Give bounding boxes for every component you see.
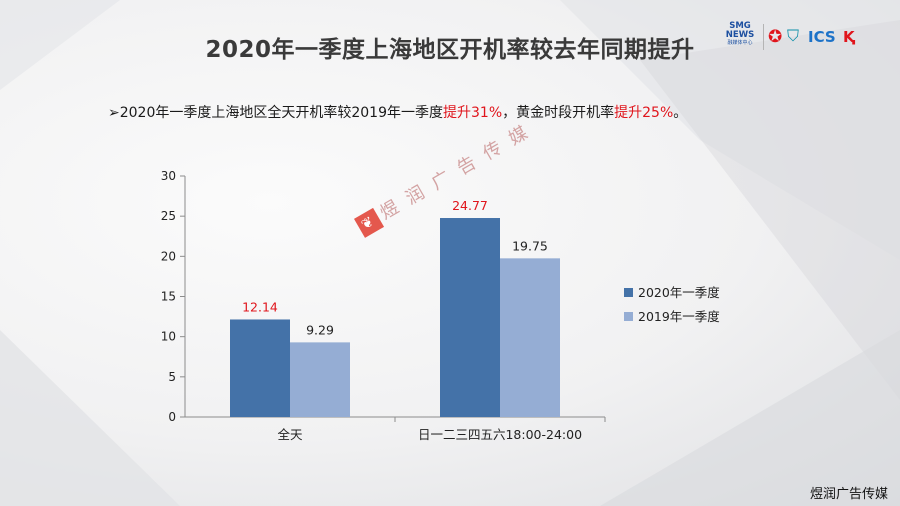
subtitle-bullet: ➢2020年一季度上海地区全天开机率较2019年一季度提升31%，黄金时段开机率… — [108, 102, 687, 122]
smg-news-logo: SMG NEWS 融媒体中心 — [720, 22, 760, 47]
bar-2019 — [290, 342, 350, 417]
logo-group: SMG NEWS 融媒体中心 ✪ ⛉ ICS Ⱪ — [720, 22, 870, 54]
x-tick-label: 全天 — [277, 427, 303, 442]
y-tick-label: 15 — [161, 290, 176, 304]
bar-2020 — [230, 319, 290, 417]
x-tick-label: 日一二三四五六18:00-24:00 — [418, 427, 582, 442]
legend-swatch — [624, 288, 633, 297]
page-title: 2020年一季度上海地区开机率较去年同期提升 — [205, 37, 695, 63]
bullet-icon: ➢ — [108, 105, 120, 121]
y-tick-label: 30 — [161, 169, 176, 183]
ics-logo: ICS — [808, 28, 836, 46]
y-tick-label: 25 — [161, 209, 176, 223]
k-logo-icon: Ⱪ — [843, 28, 855, 46]
data-label: 9.29 — [306, 322, 334, 337]
data-label: 12.14 — [242, 299, 278, 314]
y-tick-label: 20 — [161, 249, 176, 263]
data-label: 24.77 — [452, 198, 488, 213]
logo-divider — [763, 24, 764, 50]
legend-label: 2019年一季度 — [638, 309, 720, 324]
y-tick-label: 5 — [168, 370, 176, 384]
y-tick-label: 0 — [168, 410, 176, 424]
legend-label: 2020年一季度 — [638, 285, 720, 300]
bar-2019 — [500, 258, 560, 417]
subtitle-text-1: 2020年一季度上海地区全天开机率较2019年一季度 — [119, 105, 443, 121]
data-label: 19.75 — [512, 238, 548, 253]
subtitle-text-3: 。 — [673, 105, 688, 121]
subtitle-highlight-2: 提升25% — [614, 105, 674, 121]
shield-icon: ⛉ — [787, 26, 800, 45]
bar-2020 — [440, 218, 500, 417]
subtitle-text-2: ，黄金时段开机率 — [502, 105, 615, 121]
star-icon: ✪ — [768, 27, 783, 47]
subtitle-highlight-1: 提升31% — [443, 105, 503, 121]
legend-swatch — [624, 312, 633, 321]
smg-logo-text: SMG — [729, 21, 751, 31]
y-tick-label: 10 — [161, 330, 176, 344]
footer-brand: 煜润广告传媒 — [809, 487, 888, 502]
smg-logo-caption: 融媒体中心 — [727, 40, 753, 46]
news-logo-text: NEWS — [725, 30, 755, 40]
